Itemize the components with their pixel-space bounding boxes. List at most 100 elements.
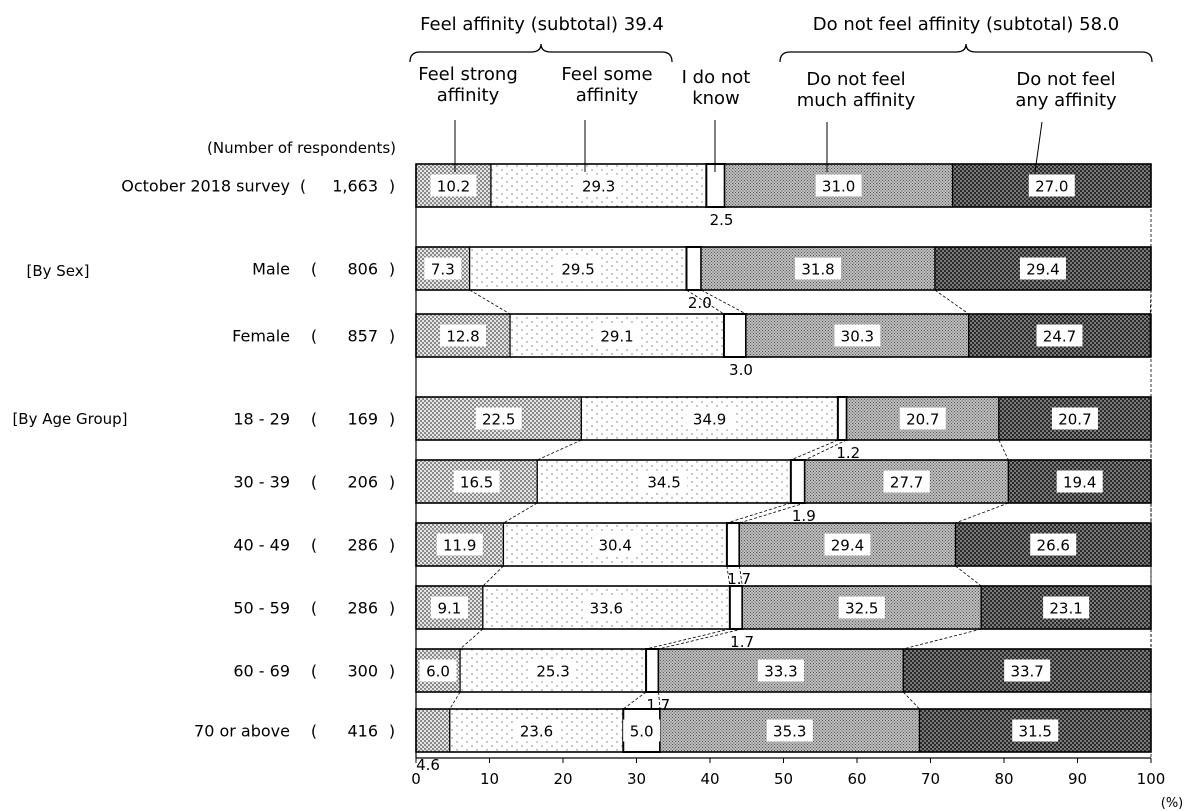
connector-line xyxy=(739,565,743,587)
value-label-70-or-above-some: 23.6 xyxy=(520,723,553,741)
connector-line xyxy=(903,628,982,650)
row-paren-close: ) xyxy=(389,599,395,618)
respondents-female: 857 xyxy=(347,327,378,346)
value-label-october-2018-survey-any: 27.0 xyxy=(1035,178,1068,196)
connector-line xyxy=(482,565,504,587)
value-label-female-some: 29.1 xyxy=(600,328,633,346)
value-label-50-59-any: 23.1 xyxy=(1049,600,1082,618)
value-label-male-any: 29.4 xyxy=(1026,261,1059,279)
x-unit-label: (%) xyxy=(1161,796,1184,811)
connector-line xyxy=(449,691,461,710)
bar-70-or-above-strong xyxy=(415,708,451,753)
value-label-box xyxy=(1004,659,1051,682)
legend-unknown-line-1: I do not xyxy=(682,67,751,88)
connector-line xyxy=(955,502,1009,524)
value-label-box xyxy=(883,470,930,493)
value-label-18-29-unknown: 1.2 xyxy=(836,444,860,462)
value-label-box xyxy=(641,470,688,493)
x-tick-label-70: 70 xyxy=(921,770,940,788)
subtotal-do-not-feel-affinity: Do not feel affinity (subtotal) 58.0 xyxy=(813,14,1120,35)
value-label-box xyxy=(1036,324,1083,347)
value-label-female-unknown: 3.0 xyxy=(729,361,753,379)
value-label-50-59-strong: 9.1 xyxy=(438,600,462,618)
value-label-70-or-above-strong: 4.6 xyxy=(416,756,440,774)
x-tick-label-100: 100 xyxy=(1137,770,1166,788)
legend-any-line-2: any affinity xyxy=(1015,90,1117,111)
row-paren-close: ) xyxy=(389,327,395,346)
value-label-box xyxy=(1012,719,1059,742)
value-label-60-69-any: 33.7 xyxy=(1010,663,1043,681)
subtotal-bracket xyxy=(409,43,673,63)
value-label-box xyxy=(555,257,602,280)
value-label-male-some: 29.5 xyxy=(561,261,594,279)
bar-male-unknown xyxy=(685,246,703,291)
value-label-box xyxy=(1019,257,1066,280)
legend-some-line-2: affinity xyxy=(576,85,639,106)
value-label-box xyxy=(795,257,842,280)
row-paren-close: ) xyxy=(389,260,395,279)
row-paren-open: ( xyxy=(311,260,317,279)
value-label-female-much: 30.3 xyxy=(841,328,874,346)
row-label-october-2018-survey: October 2018 survey xyxy=(121,177,290,196)
value-label-box xyxy=(475,407,522,430)
value-label-box xyxy=(766,719,813,742)
row-paren-open: ( xyxy=(311,662,317,681)
value-label-60-69-much: 33.3 xyxy=(764,663,797,681)
value-label-box xyxy=(824,533,871,556)
value-label-50-59-some: 33.6 xyxy=(590,600,623,618)
value-label-box xyxy=(899,407,946,430)
value-label-30-39-any: 19.4 xyxy=(1063,474,1096,492)
value-label-box xyxy=(419,659,457,682)
value-label-70-or-above-unknown: 5.0 xyxy=(630,723,654,741)
value-label-40-49-any: 26.6 xyxy=(1037,537,1070,555)
bar-female-unknown xyxy=(722,313,748,358)
legend-strong-line-2: affinity xyxy=(437,85,500,106)
x-tick-label-30: 30 xyxy=(627,770,646,788)
value-label-male-unknown: 2.0 xyxy=(688,294,712,312)
value-label-60-69-some: 25.3 xyxy=(536,663,569,681)
value-label-box xyxy=(513,719,560,742)
group-label-by-age-group: [By Age Group] xyxy=(12,410,127,428)
value-label-30-39-unknown: 1.9 xyxy=(792,507,816,525)
connector-line xyxy=(955,565,982,587)
connector-line xyxy=(645,628,730,650)
value-label-50-59-much: 32.5 xyxy=(845,600,878,618)
value-label-box xyxy=(834,324,881,347)
subtotal-feel-affinity: Feel affinity (subtotal) 39.4 xyxy=(420,14,664,35)
connector-line xyxy=(503,502,538,524)
value-label-male-much: 31.8 xyxy=(801,261,834,279)
value-label-october-2018-survey-some: 29.3 xyxy=(582,178,615,196)
value-label-box xyxy=(838,596,885,619)
row-label-70-or-above: 70 or above xyxy=(194,722,290,741)
value-label-box xyxy=(583,596,630,619)
value-label-60-69-unknown: 1.7 xyxy=(646,696,670,714)
respondents-header: (Number of respondents) xyxy=(207,139,396,157)
connector-line xyxy=(739,502,805,524)
connector-line xyxy=(658,691,661,710)
row-paren-open: ( xyxy=(311,327,317,346)
connector-line xyxy=(726,565,731,587)
row-paren-close: ) xyxy=(389,536,395,555)
value-label-40-49-some: 30.4 xyxy=(598,537,631,555)
row-paren-open: ( xyxy=(311,473,317,492)
bar-30-39-unknown xyxy=(789,459,806,504)
connector-line xyxy=(459,628,484,650)
value-label-october-2018-survey-much: 31.0 xyxy=(822,178,855,196)
legend-strong-line-1: Feel strong xyxy=(418,64,518,85)
x-tick-label-60: 60 xyxy=(847,770,866,788)
x-tick-label-10: 10 xyxy=(480,770,499,788)
bar-60-69-unknown xyxy=(645,648,660,693)
respondents-60-69: 300 xyxy=(347,662,378,681)
row-paren-open: ( xyxy=(311,536,317,555)
value-label-30-39-much: 27.7 xyxy=(890,474,923,492)
connector-line xyxy=(623,691,647,710)
respondents-70-or-above: 416 xyxy=(347,722,378,741)
connector-line xyxy=(700,289,747,315)
x-tick-label-40: 40 xyxy=(700,770,719,788)
value-label-40-49-strong: 11.9 xyxy=(443,537,476,555)
value-label-box xyxy=(592,533,639,556)
row-label-50-59: 50 - 59 xyxy=(233,599,290,618)
legend-some-line-1: Feel some xyxy=(561,64,652,85)
row-label-60-69: 60 - 69 xyxy=(233,662,290,681)
value-label-18-29-strong: 22.5 xyxy=(482,411,515,429)
